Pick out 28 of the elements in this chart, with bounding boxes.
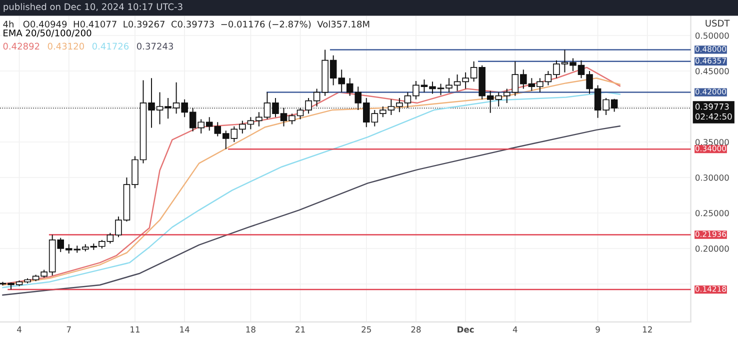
y-tick-label: 0.30000 [695, 174, 729, 181]
x-tick-label: 21 [296, 326, 305, 332]
text: 0.42892 [3, 42, 40, 50]
x-tick-label: 28 [411, 326, 421, 333]
y-tick-label: 0.50000 [695, 32, 729, 39]
y-tick-label: 0.35000 [695, 138, 729, 146]
line-series [2, 125, 620, 296]
chart-title: published on Dec 10, 2024 10:17 UTC-3 [4, 3, 182, 12]
x-tick-label: 4 [512, 326, 518, 332]
y-tick-label: 0.20000 [695, 245, 729, 252]
x-tick-label: 11 [130, 326, 140, 332]
x-tick-label: 7 [66, 326, 71, 332]
y-tick-label: 0.25000 [695, 210, 729, 216]
x-tick-label: 25 [362, 326, 371, 333]
x-tick-label: Dec [458, 326, 474, 333]
y-axis-title: USDT [706, 20, 730, 27]
text: 0.41726 [92, 42, 129, 50]
x-tick-label: 18 [246, 326, 256, 333]
ref-line-label: 0.39773 02:42:50 [695, 103, 732, 120]
legend-title: EMA 20/50/100/200 [4, 30, 92, 38]
y-tick-label: 0.45000 [695, 68, 729, 74]
chart-subtitle: 4h O0.40949 H0.41077 L0.39267 C0.39773 −0.01176 (−2.87%) Vol357.18M [3, 20, 370, 29]
text: 0.43120 [48, 42, 84, 50]
x-tick-label: 12 [642, 326, 652, 332]
x-tick-label: 4 [17, 326, 22, 332]
x-tick-label: 14 [180, 326, 190, 332]
x-tick-label: 9 [596, 326, 600, 333]
text: 0.37243 [136, 42, 173, 50]
